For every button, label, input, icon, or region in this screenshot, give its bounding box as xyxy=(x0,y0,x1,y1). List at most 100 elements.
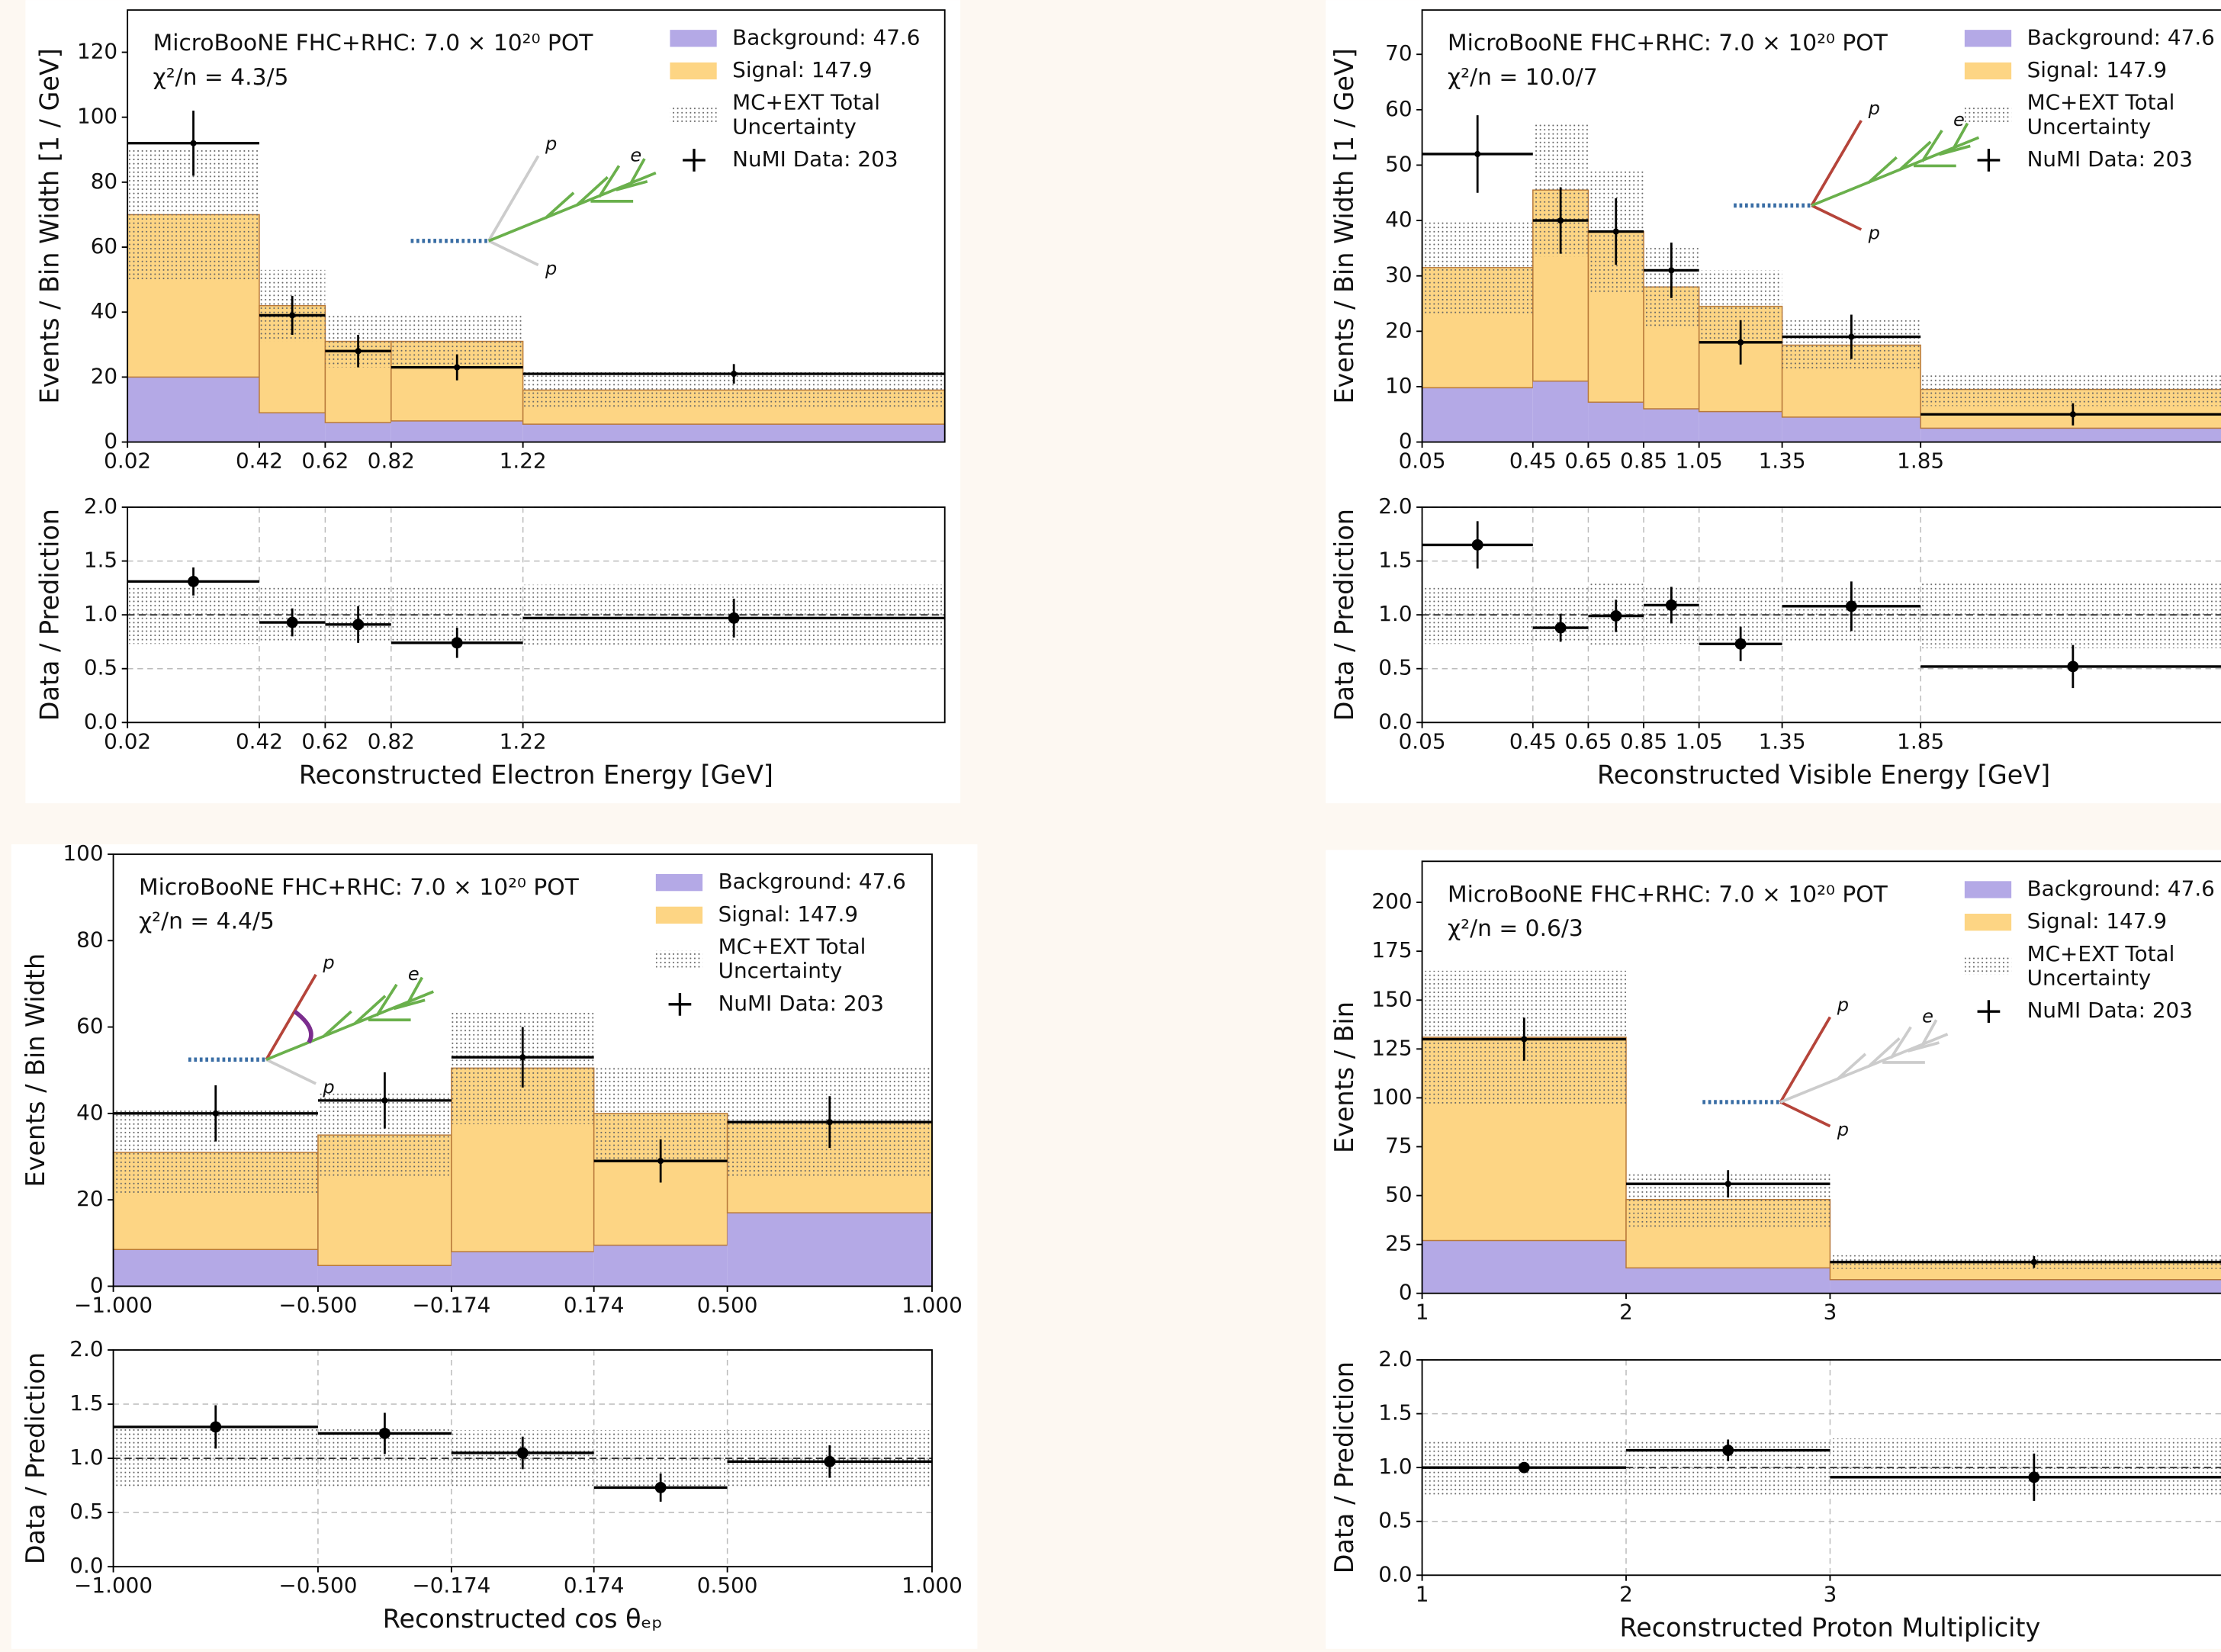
ratio-x-tick-label: −0.174 xyxy=(412,1573,490,1598)
ratio-point xyxy=(1665,599,1677,611)
legend-swatch xyxy=(670,106,717,124)
y-tick-label: 50 xyxy=(1385,151,1412,176)
legend-label: NuMI Data: 203 xyxy=(2027,146,2193,172)
inset-electron xyxy=(1811,122,1980,207)
y-tick-label: 40 xyxy=(1385,207,1412,232)
legend-swatch xyxy=(655,906,703,924)
inset-electron xyxy=(265,976,434,1062)
ratio-x-tick-label: 1.35 xyxy=(1759,728,1806,754)
ratio-x-tick-label: −0.500 xyxy=(278,1573,357,1598)
ratio-point xyxy=(2067,660,2079,673)
background-bar xyxy=(1699,411,1782,442)
background-bar xyxy=(1422,387,1533,442)
ratio-y-tick-label: 1.0 xyxy=(1378,1454,1412,1479)
inset-proton xyxy=(1811,204,1863,231)
y-tick-label: 75 xyxy=(1385,1133,1412,1158)
ratio-y-tick-label: 1.0 xyxy=(1378,601,1412,626)
x-axis-label: Reconstructed cos θₑₚ xyxy=(383,1604,663,1634)
y-axis-label: Events / Bin xyxy=(1329,1001,1359,1153)
data-point xyxy=(2030,1258,2037,1265)
ratio-x-tick-label: 0.85 xyxy=(1620,728,1667,754)
legend-swatch xyxy=(670,30,717,47)
legend-label: Uncertainty xyxy=(718,958,843,983)
legend-label: MC+EXT Total xyxy=(2027,941,2175,966)
plot-frame xyxy=(1421,9,2221,443)
y-tick-label: 50 xyxy=(1385,1182,1412,1207)
background-bar xyxy=(451,1252,594,1287)
inset-label: p xyxy=(545,258,557,279)
ratio-y-axis-label: Data / Prediction xyxy=(34,509,64,721)
chi2-label: χ²/n = 4.3/5 xyxy=(153,64,289,91)
x-axis-label: Reconstructed Proton Multiplicity xyxy=(1620,1612,2041,1642)
x-axis-label: Reconstructed Visible Energy [GeV] xyxy=(1597,760,2050,789)
x-tick-label: 1.05 xyxy=(1676,448,1723,474)
legend-label: NuMI Data: 203 xyxy=(732,146,898,172)
data-point xyxy=(1474,150,1481,158)
background-bar xyxy=(127,377,259,442)
ratio-x-tick-label: 0.62 xyxy=(301,728,349,754)
y-tick-label: 20 xyxy=(76,1186,103,1211)
annotation: MicroBooNE FHC+RHC: 7.0 × 10²⁰ POT xyxy=(139,874,580,901)
x-tick-label: 1.22 xyxy=(500,448,547,474)
y-tick-label: 25 xyxy=(1385,1231,1412,1256)
ratio-x-tick-label: 1.05 xyxy=(1676,728,1723,754)
y-tick-label: 175 xyxy=(1371,937,1412,963)
uncertainty-band xyxy=(1422,220,1533,315)
y-tick-label: 80 xyxy=(76,927,103,952)
x-tick-label: 0.42 xyxy=(236,448,283,474)
data-point xyxy=(355,348,362,355)
x-tick-label: 0.02 xyxy=(104,448,151,474)
x-tick-label: −1.000 xyxy=(74,1292,153,1317)
y-tick-label: 40 xyxy=(76,1100,103,1125)
x-tick-label: 2 xyxy=(1619,1300,1633,1325)
y-tick-label: 0 xyxy=(90,1272,104,1297)
ratio-point xyxy=(824,1455,836,1467)
x-axis-label: Reconstructed Electron Energy [GeV] xyxy=(299,760,773,789)
ratio-point xyxy=(210,1421,222,1433)
ratio-y-tick-label: 2.0 xyxy=(69,1336,103,1361)
legend-swatch xyxy=(655,874,703,892)
inset-proton xyxy=(1810,120,1863,207)
y-tick-label: 100 xyxy=(77,104,117,129)
annotation: MicroBooNE FHC+RHC: 7.0 × 10²⁰ POT xyxy=(1448,881,1888,908)
ratio-x-tick-label: 2 xyxy=(1619,1581,1633,1606)
ratio-point xyxy=(728,612,740,624)
y-tick-label: 100 xyxy=(63,840,103,866)
data-point xyxy=(1521,1036,1528,1043)
inset-label: e xyxy=(1953,109,1965,130)
x-tick-label: 3 xyxy=(1824,1300,1837,1325)
inset-label: e xyxy=(408,963,419,985)
ratio-x-tick-label: 1.22 xyxy=(500,728,547,754)
inset-label: p xyxy=(1837,1119,1849,1140)
inset-angle xyxy=(293,1009,313,1044)
legend-label: Background: 47.6 xyxy=(2027,876,2215,901)
ratio-y-tick-label: 1.0 xyxy=(84,601,117,626)
x-tick-label: 0.174 xyxy=(564,1292,625,1317)
ratio-point xyxy=(1518,1461,1530,1474)
ratio-point xyxy=(654,1482,667,1493)
data-point xyxy=(731,371,738,378)
inset-proton xyxy=(1779,1016,1832,1103)
legend-label: MC+EXT Total xyxy=(2027,90,2175,115)
legend-label: MC+EXT Total xyxy=(718,934,866,959)
ratio-x-tick-label: −1.000 xyxy=(74,1573,153,1598)
y-tick-label: 30 xyxy=(1385,262,1412,288)
y-tick-label: 0 xyxy=(104,429,117,454)
legend-label: Background: 47.6 xyxy=(718,869,906,894)
background-bar xyxy=(1830,1279,2221,1294)
x-tick-label: 0.05 xyxy=(1399,448,1446,474)
data-point xyxy=(1668,267,1675,274)
inset-label: e xyxy=(1922,1006,1933,1027)
legend-label: Signal: 147.9 xyxy=(718,902,858,927)
ratio-y-tick-label: 0.5 xyxy=(1378,655,1412,680)
ratio-x-tick-label: 0.174 xyxy=(564,1573,625,1598)
legend-swatch xyxy=(1964,62,2012,80)
y-axis-label: Events / Bin Width xyxy=(21,953,50,1188)
y-tick-label: 60 xyxy=(1385,96,1412,121)
legend-swatch xyxy=(1964,30,2012,47)
inset-proton xyxy=(487,155,540,242)
legend-label: Uncertainty xyxy=(2027,114,2152,139)
inset-label: p xyxy=(1868,98,1880,119)
x-tick-label: 1.85 xyxy=(1897,448,1944,474)
